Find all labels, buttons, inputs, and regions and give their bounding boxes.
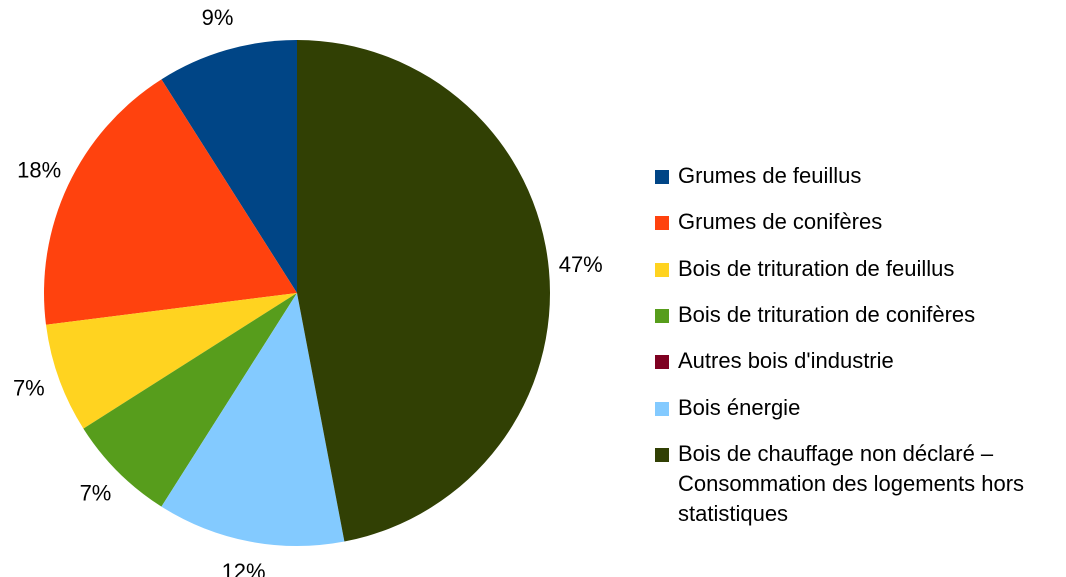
legend-item: Bois de trituration de conifères	[655, 300, 1055, 330]
legend-swatch	[655, 308, 669, 323]
legend-swatch	[655, 355, 669, 370]
pie-slice	[83, 293, 297, 507]
data-label: 7%	[80, 480, 112, 505]
legend-swatch	[655, 401, 669, 416]
legend-item: Autres bois d'industrie	[655, 346, 1055, 376]
legend-label: Grumes de conifères	[678, 209, 883, 235]
data-label: 18%	[17, 157, 61, 182]
legend-item: Bois de chauffage non déclaré – Consomma…	[655, 439, 1055, 529]
legend-label: Bois de trituration de feuillus	[678, 255, 955, 281]
legend-swatch	[655, 447, 669, 462]
pie-slice	[297, 40, 551, 542]
legend-item: Grumes de feuillus	[655, 161, 1055, 191]
legend-swatch	[655, 262, 669, 277]
data-label: 9%	[202, 5, 234, 30]
legend-label: Grumes de feuillus	[678, 163, 862, 188]
legend-swatch	[655, 216, 669, 231]
legend-item: Bois de trituration de feuillus	[655, 254, 1055, 284]
legend-label: Autres bois d'industrie	[678, 348, 894, 374]
pie-slice	[45, 293, 297, 429]
legend-item: Bois énergie	[655, 393, 1055, 423]
legend-swatch	[655, 170, 669, 184]
data-label: 12%	[222, 559, 266, 577]
pie-slice	[161, 293, 345, 546]
legend-item: Grumes de conifères	[655, 207, 1055, 237]
pie-slice	[161, 40, 297, 293]
legend-label: Bois énergie	[678, 394, 801, 420]
data-label: 7%	[13, 375, 45, 400]
pie-slice	[43, 79, 298, 325]
data-label: 47%	[559, 252, 603, 277]
legend-label: Bois de chauffage non déclaré – Consomma…	[678, 440, 1025, 526]
legend-label: Bois de trituration de conifères	[678, 301, 976, 327]
